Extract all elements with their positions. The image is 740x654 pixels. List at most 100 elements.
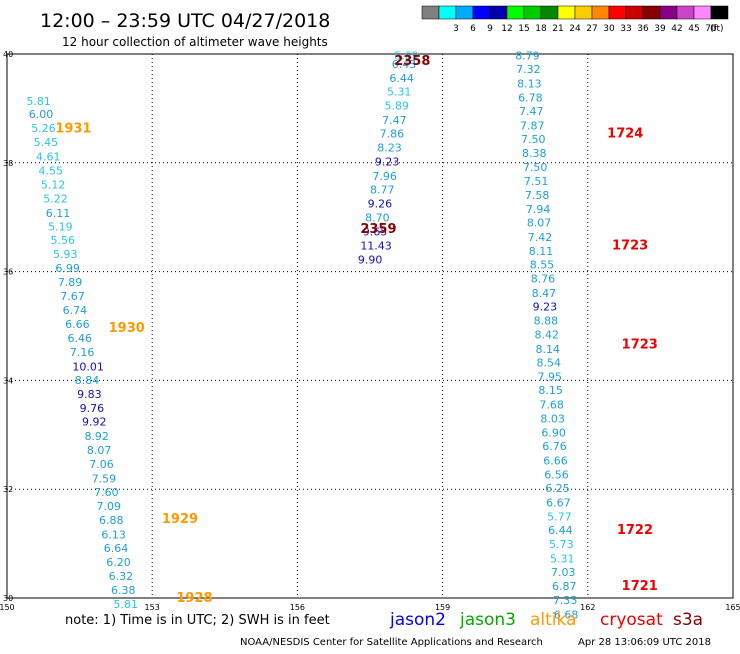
swh-reading-altika: 6.20 xyxy=(106,556,131,569)
swh-reading-s3a: 8.70 xyxy=(365,212,390,225)
swh-reading-s3a: 5.31 xyxy=(387,86,412,99)
x-tick-label: 162 xyxy=(580,603,595,612)
swh-readings: 5.816.005.265.454.614.555.125.226.115.19… xyxy=(26,50,578,622)
footer-timestamp: Apr 28 13:06:09 UTC 2018 xyxy=(578,637,711,648)
swh-reading-s3a: 6.43 xyxy=(392,58,417,71)
pass-time-label: 1928 xyxy=(176,591,212,606)
swh-reading-altika: 8.92 xyxy=(84,430,109,443)
satellite-legend-altika: altika xyxy=(530,610,577,630)
legend-unit-label: (ft) xyxy=(710,24,724,34)
y-tick-label: 34 xyxy=(3,376,13,385)
swh-reading-s3a: 6.44 xyxy=(389,72,414,85)
swh-reading-s3a: 7.47 xyxy=(382,114,407,127)
legend-tick-label: 36 xyxy=(637,24,649,34)
swh-reading-altika: 6.64 xyxy=(104,542,129,555)
swh-reading-cryosat: 7.58 xyxy=(525,189,550,202)
swh-reading-altika: 6.13 xyxy=(101,528,126,541)
legend-tick-label: 3 xyxy=(453,24,459,34)
legend-tick-label: 6 xyxy=(470,24,476,34)
satellite-legend-jason3: jason3 xyxy=(459,610,516,630)
legend-swatch xyxy=(693,5,712,20)
legend-tick-label: 9 xyxy=(487,24,493,34)
swh-reading-s3a: 9.23 xyxy=(375,156,400,169)
legend-swatch xyxy=(676,5,695,20)
swh-reading-cryosat: 8.13 xyxy=(517,77,542,90)
swh-reading-cryosat: 6.44 xyxy=(548,524,573,537)
swh-reading-s3a: 9.90 xyxy=(358,254,383,267)
pass-time-label: 1929 xyxy=(162,512,198,527)
swh-reading-altika: 6.32 xyxy=(109,570,134,583)
legend-swatch xyxy=(659,5,678,20)
x-tick-label: 156 xyxy=(290,603,305,612)
legend-tick-label: 42 xyxy=(671,24,682,34)
legend-tick-label: 12 xyxy=(501,24,512,34)
swh-reading-altika: 4.55 xyxy=(38,164,63,177)
swh-reading-cryosat: 7.33 xyxy=(553,594,578,607)
legend-tick-label: 45 xyxy=(688,24,699,34)
swh-reading-cryosat: 6.67 xyxy=(546,496,571,509)
swh-reading-cryosat: 7.68 xyxy=(539,398,564,411)
pass-time-label: 1723 xyxy=(622,337,658,352)
swh-reading-cryosat: 8.79 xyxy=(515,50,540,63)
swh-reading-altika: 9.92 xyxy=(82,416,107,429)
swh-reading-cryosat: 8.47 xyxy=(532,287,557,300)
swh-reading-cryosat: 6.66 xyxy=(543,454,568,467)
swh-reading-cryosat: 8.76 xyxy=(531,273,556,286)
pass-time-label: 1930 xyxy=(109,321,145,336)
x-tick-label: 150 xyxy=(0,603,15,612)
swh-reading-cryosat: 8.55 xyxy=(530,259,555,272)
swh-reading-cryosat: 7.03 xyxy=(551,566,576,579)
legend-tick-label: 18 xyxy=(535,24,547,34)
swh-reading-cryosat: 5.77 xyxy=(547,510,572,523)
axis-tick-labels: 150 153 156 159 162 165 30 32 34 36 38 40 xyxy=(0,50,740,612)
y-tick-label: 36 xyxy=(3,268,13,277)
swh-reading-altika: 5.45 xyxy=(34,136,59,149)
legend-swatch xyxy=(608,5,627,20)
swh-reading-cryosat: 8.42 xyxy=(535,329,560,342)
swh-reading-s3a: 8.77 xyxy=(370,183,395,196)
swh-reading-altika: 5.12 xyxy=(41,179,66,192)
swh-reading-altika: 7.09 xyxy=(97,500,122,513)
x-tick-label: 165 xyxy=(725,603,740,612)
legend-swatch xyxy=(574,5,593,20)
swh-reading-altika: 5.93 xyxy=(53,248,77,261)
legend-swatch xyxy=(591,5,610,20)
legend-tick-label: 33 xyxy=(620,24,631,34)
swh-reading-cryosat: 8.15 xyxy=(538,384,563,397)
swh-reading-cryosat: 7.32 xyxy=(516,63,541,76)
swh-reading-altika: 5.56 xyxy=(51,234,75,247)
y-tick-label: 32 xyxy=(3,485,13,494)
swh-reading-altika: 7.59 xyxy=(92,472,117,485)
swh-reading-altika: 4.61 xyxy=(36,150,61,163)
swh-reading-s3a: 5.89 xyxy=(385,100,410,113)
chart-subtitle: 12 hour collection of altimeter wave hei… xyxy=(62,35,328,49)
chart-title: 12:00 – 23:59 UTC 04/27/2018 xyxy=(40,10,330,32)
swh-reading-cryosat: 6.78 xyxy=(518,92,543,105)
legend-swatch xyxy=(506,5,525,20)
swh-reading-cryosat: 5.73 xyxy=(549,538,574,551)
swh-reading-s3a: 11.43 xyxy=(360,239,392,252)
swh-reading-altika: 5.22 xyxy=(43,193,68,206)
swh-reading-cryosat: 8.11 xyxy=(529,245,554,258)
swh-reading-cryosat: 7.50 xyxy=(521,133,546,146)
swh-reading-altika: 5.81 xyxy=(26,95,51,108)
swh-reading-cryosat: 8.54 xyxy=(536,356,561,369)
legend-tick-label: 27 xyxy=(586,24,597,34)
footer-note: note: 1) Time is in UTC; 2) SWH is in fe… xyxy=(65,613,330,628)
legend-tick-label: 70 xyxy=(705,24,717,34)
swh-reading-altika: 6.11 xyxy=(46,207,71,220)
swh-reading-altika: 7.06 xyxy=(89,458,114,471)
satellite-legend-s3a: s3a xyxy=(673,610,703,630)
legend-tick-label: 24 xyxy=(569,24,581,34)
swh-reading-altika: 8.84 xyxy=(75,374,100,387)
plot-frame xyxy=(6,53,734,599)
swh-reading-altika: 6.99 xyxy=(55,262,80,275)
legend-swatch xyxy=(625,5,644,20)
swh-reading-cryosat: 7.47 xyxy=(519,105,544,118)
swh-reading-s3a: 5.69 xyxy=(394,50,419,63)
legend-swatch xyxy=(710,5,729,20)
swh-reading-altika: 6.66 xyxy=(65,318,90,331)
swh-reading-altika: 6.46 xyxy=(68,332,93,345)
footer-credit: NOAA/NESDIS Center for Satellite Applica… xyxy=(240,637,543,648)
